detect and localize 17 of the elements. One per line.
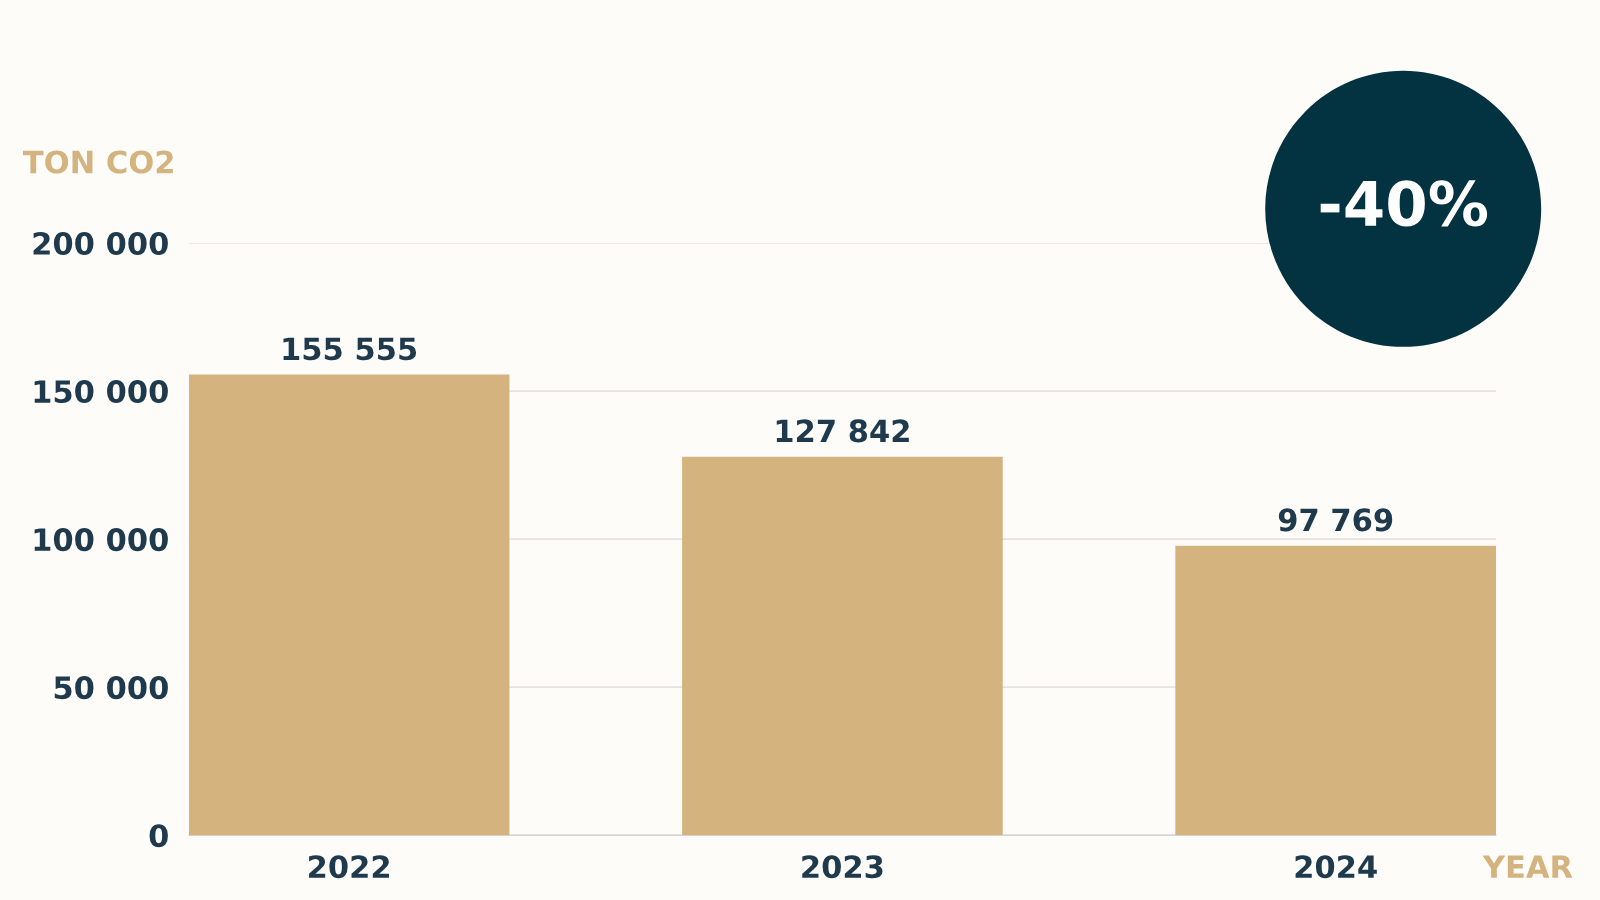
y-tick-label: 0 xyxy=(149,824,168,848)
x-tick-label: 2023 xyxy=(802,855,883,879)
y-tick-label: 150 000 xyxy=(34,379,168,404)
y-tick-label: 100 000 xyxy=(34,528,168,552)
bar xyxy=(1175,545,1496,836)
y-tick-label: 200 000 xyxy=(33,231,168,256)
bar xyxy=(188,374,510,836)
x-tick-label: 2022 xyxy=(309,855,389,879)
data-label: 127 842 xyxy=(776,419,909,443)
data-label: 97 769 xyxy=(1278,508,1393,532)
text: -40% xyxy=(1320,180,1488,227)
data-label: 155 555 xyxy=(283,337,417,361)
x-tick-label: 2024 xyxy=(1295,855,1377,879)
bar xyxy=(682,456,1003,836)
x-axis-title: YEAR xyxy=(1482,855,1573,878)
y-axis-title: TON CO2 xyxy=(23,150,173,174)
y-tick-label: 50 000 xyxy=(54,676,168,700)
